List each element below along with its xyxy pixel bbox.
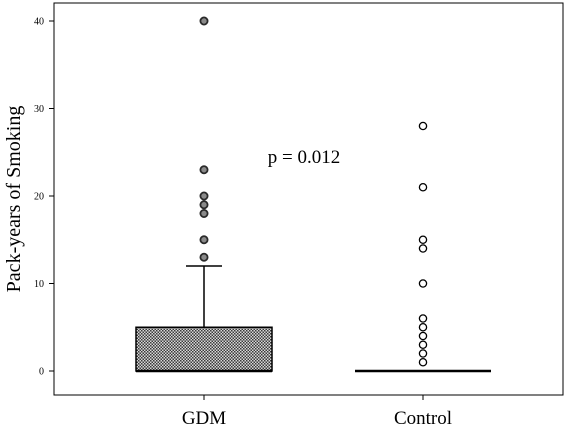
box-group	[135, 16, 273, 373]
outlier-point	[199, 16, 209, 26]
outlier-point	[418, 279, 428, 288]
outlier-point	[418, 244, 428, 253]
y-tick-label: 20	[34, 192, 44, 203]
outlier-point	[199, 200, 209, 210]
outlier-point	[418, 314, 428, 323]
outlier-point	[418, 235, 428, 244]
y-axis-label: Pack-years of Smoking	[3, 106, 25, 293]
iqr-box	[135, 326, 273, 372]
box-group	[355, 121, 491, 373]
outlier-point	[199, 235, 209, 245]
outlier-point	[199, 191, 209, 201]
outlier-point	[199, 252, 209, 262]
outlier-point	[199, 165, 209, 175]
x-tick-label: Control	[394, 408, 452, 428]
y-tick-label: 40	[34, 17, 44, 28]
outlier-point	[418, 121, 428, 131]
y-tick-label: 30	[34, 104, 44, 115]
boxes	[135, 16, 491, 373]
outlier-point	[418, 340, 428, 349]
y-tick-label: 0	[39, 367, 44, 378]
outlier-point	[418, 331, 428, 341]
outlier-point	[418, 182, 428, 192]
plot-frame	[53, 2, 564, 396]
p-value-annotation: p = 0.012	[268, 147, 340, 168]
outlier-point	[418, 349, 428, 358]
outlier-point	[418, 322, 428, 332]
outlier-point	[418, 357, 428, 367]
outlier-point	[199, 208, 209, 218]
x-tick-label: GDM	[182, 408, 226, 428]
y-axis: 0 10 20 30 40	[34, 17, 54, 378]
y-tick-label: 10	[34, 279, 44, 290]
x-axis: GDM Control	[182, 395, 452, 429]
